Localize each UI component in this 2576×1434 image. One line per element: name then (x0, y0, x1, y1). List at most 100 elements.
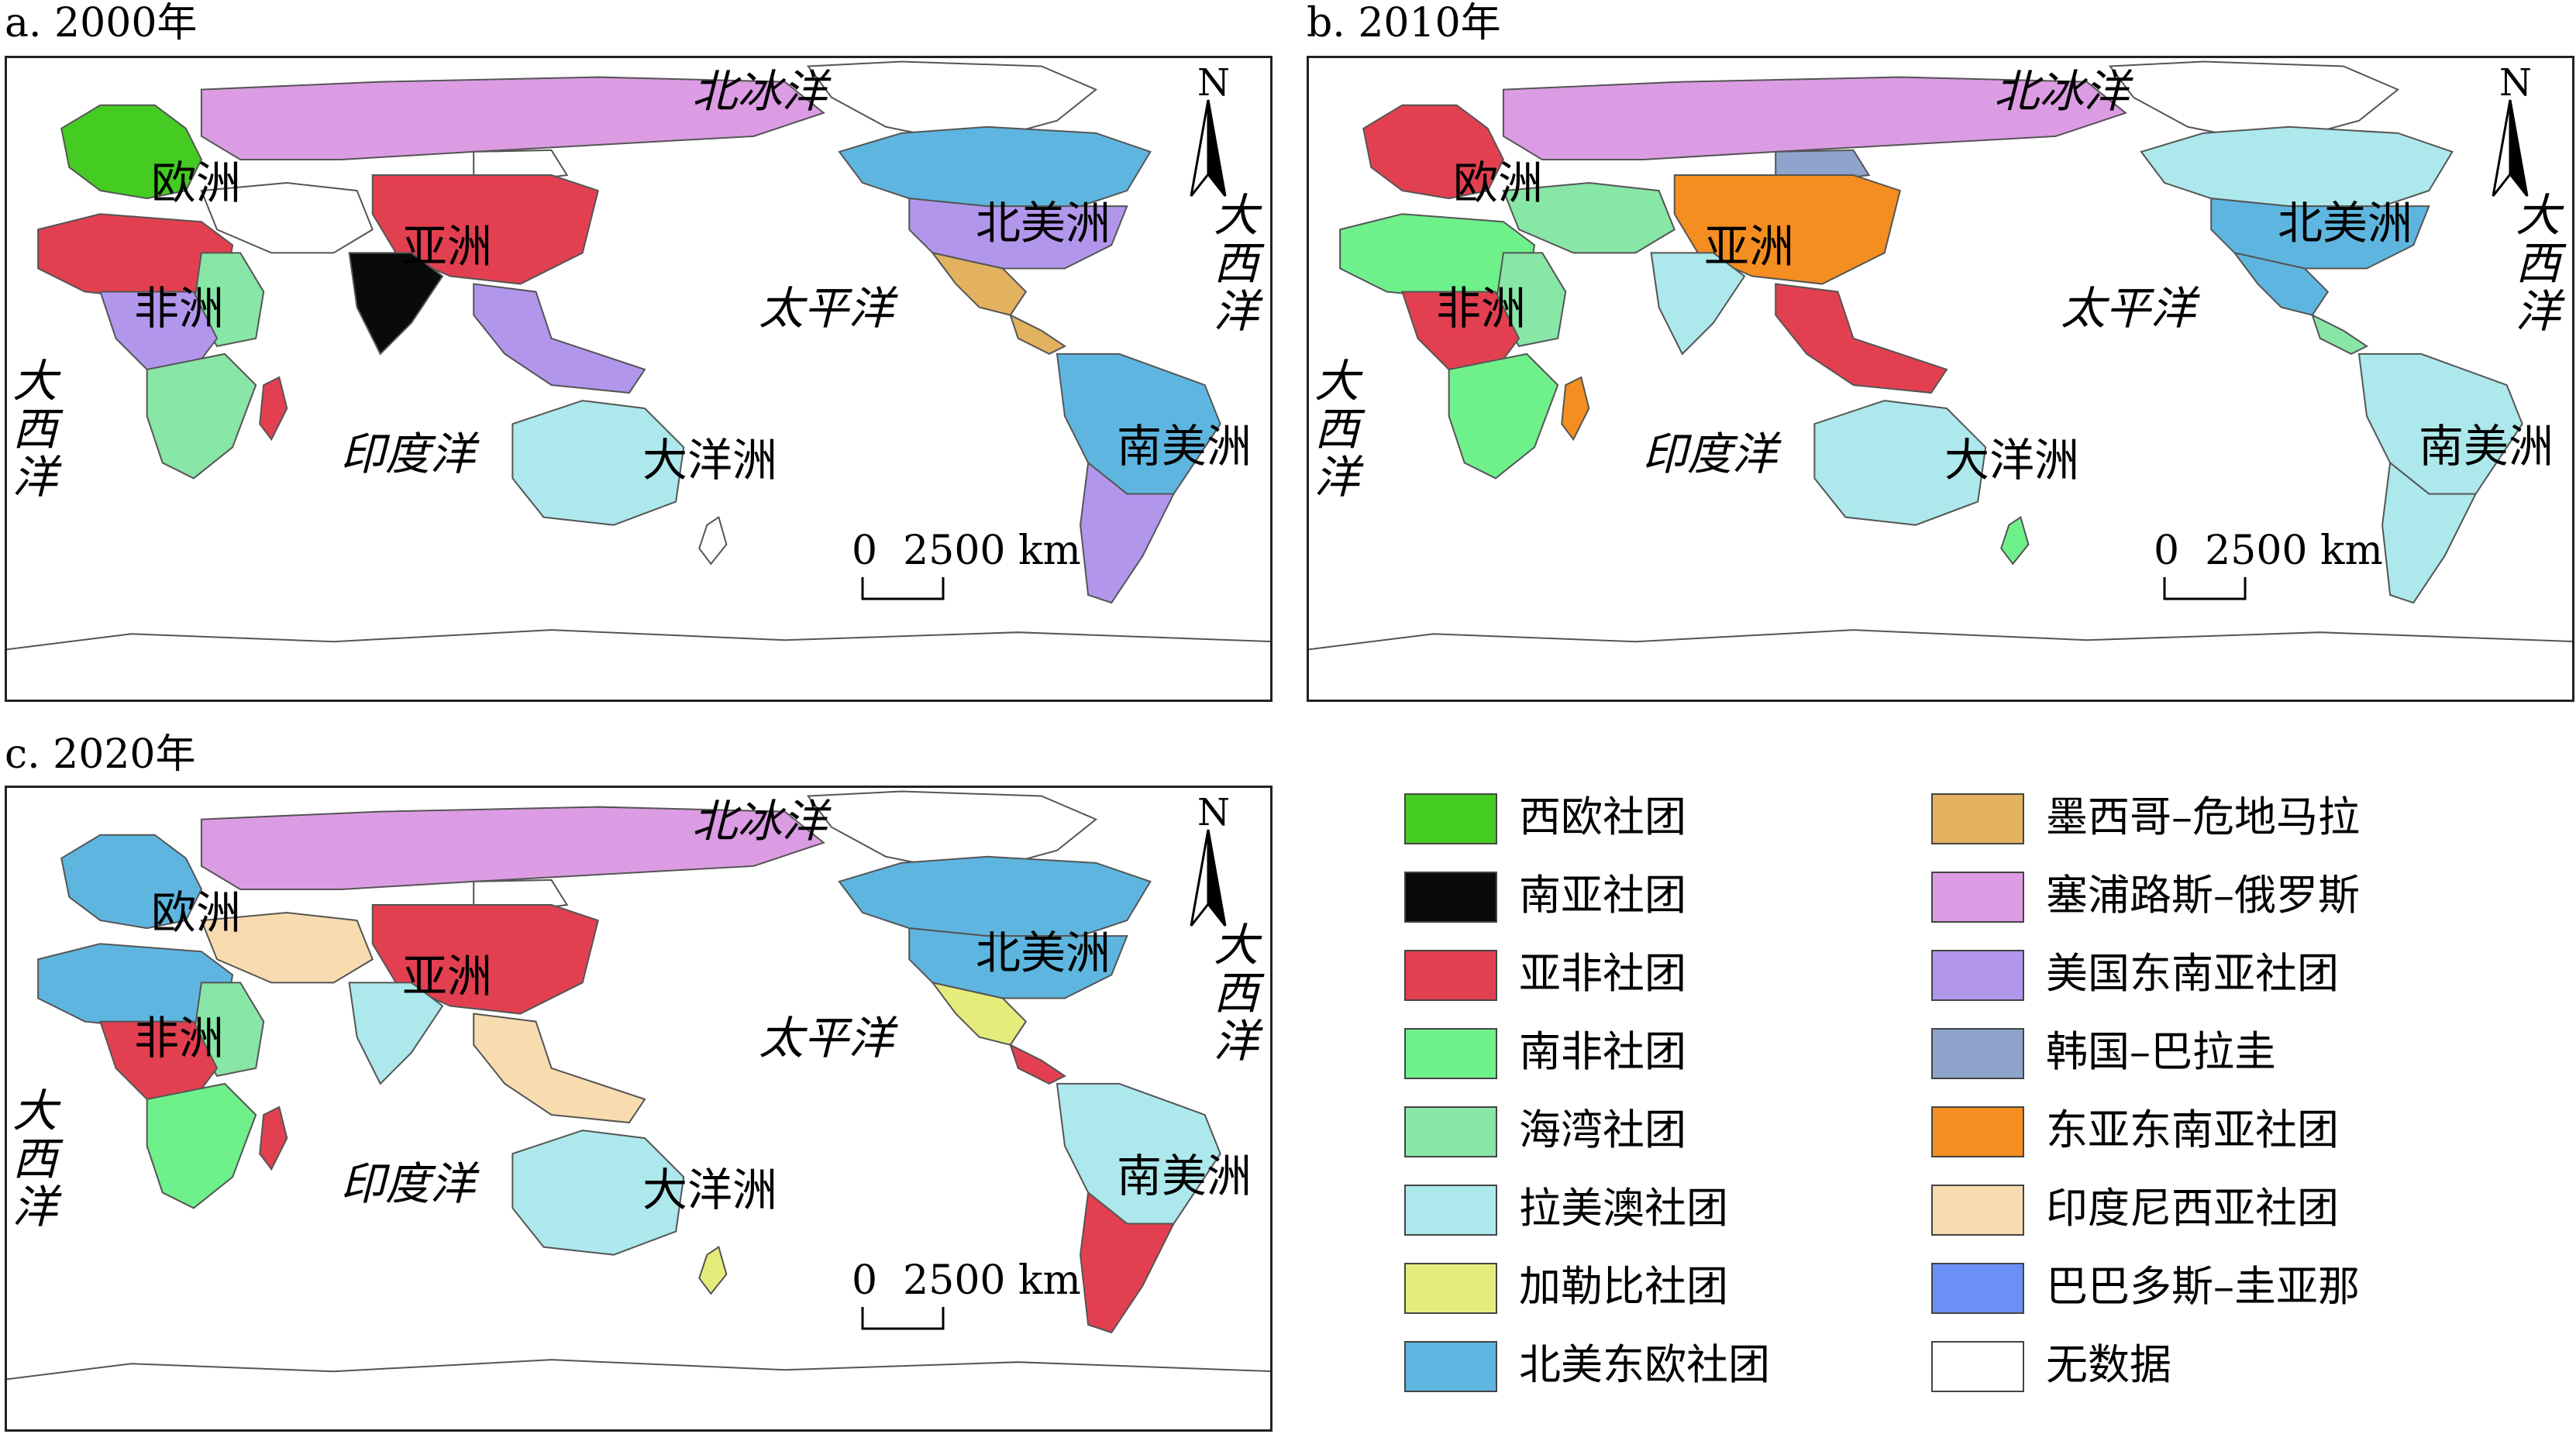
africa-label: 非洲 (1436, 282, 1527, 335)
region-europe (1362, 104, 1505, 200)
legend-label: 拉美澳社团 (1519, 1184, 1728, 1233)
oceania-label: 大洋洲 (642, 1164, 778, 1216)
legend-swatch (1404, 1341, 1497, 1392)
map-panel-2020: 北冰洋 欧洲 亚洲 非洲 北美洲 太平洋 印度洋 大洋洲 南美洲 大西洋 大西洋… (5, 786, 1273, 1432)
legend-swatch (1404, 1263, 1497, 1314)
region-greenland (806, 790, 1098, 875)
scale-value: 2500 km (903, 1257, 1081, 1304)
europe-label: 欧洲 (1453, 156, 1544, 209)
region-se-asia (473, 283, 646, 394)
region-greenland (806, 60, 1098, 145)
legend: 西欧社团 南亚社团 亚非社团 南非社团 海湾社团 拉美澳社团 加勒比社团 北美东欧社团 墨西哥–… (1404, 789, 2551, 1424)
legend-swatch (1404, 1028, 1497, 1079)
region-india (348, 252, 444, 356)
region-north-america (2140, 126, 2454, 208)
africa-label: 非洲 (134, 1012, 225, 1064)
region-south-cone (1080, 1191, 1176, 1334)
legend-swatch (1931, 1185, 2024, 1236)
region-middle-east (200, 912, 374, 984)
asia-label: 亚洲 (402, 220, 493, 273)
legend-swatch (1404, 1106, 1497, 1157)
region-south-africa (146, 1082, 257, 1209)
legend-item: 巴巴多斯–圭亚那 (1931, 1258, 2443, 1315)
region-usa (908, 927, 1128, 999)
oceania-label: 大洋洲 (1944, 434, 2080, 487)
indian-ocean-label: 印度洋 (1642, 428, 1778, 480)
legend-label: 南亚社团 (1519, 871, 1686, 920)
south-america-label: 南美洲 (1117, 1150, 1252, 1202)
north-arrow-icon: N (2488, 61, 2532, 198)
legend-swatch (1404, 872, 1497, 923)
legend-swatch (1931, 872, 2024, 923)
indian-ocean-label: 印度洋 (340, 1157, 476, 1210)
legend-item: 海湾社团 (1404, 1102, 1916, 1159)
legend-label: 塞浦路斯–俄罗斯 (2046, 871, 2360, 920)
region-new-zealand (698, 516, 728, 566)
region-china (371, 904, 599, 1015)
region-north-america (838, 855, 1152, 937)
scale-bar: 0 2500 km (852, 528, 1081, 600)
legend-label: 北美东欧社团 (1519, 1340, 1770, 1389)
legend-swatch (1404, 793, 1497, 844)
scale-bar: 0 2500 km (852, 1257, 1081, 1330)
africa-label: 非洲 (134, 282, 225, 335)
legend-item: 西欧社团 (1404, 789, 1916, 846)
scale-bar: 0 2500 km (2154, 528, 2383, 600)
north-arrow-icon: N (1186, 791, 1230, 927)
legend-swatch (1931, 793, 2024, 844)
region-russia (1502, 76, 2127, 160)
atlantic-ocean-right-label: 大西洋 (2515, 189, 2561, 338)
region-central-america (2311, 313, 2369, 355)
legend-item: 亚非社团 (1404, 945, 1916, 1002)
legend-label: 韩国–巴拉圭 (2046, 1027, 2276, 1076)
scale-value: 2500 km (903, 528, 1081, 574)
region-europe (60, 104, 203, 200)
north-america-label: 北美洲 (2278, 197, 2413, 249)
legend-item: 东亚东南亚社团 (1931, 1102, 2443, 1159)
europe-label: 欧洲 (151, 886, 242, 939)
atlantic-ocean-left-label: 大西洋 (1314, 355, 1359, 504)
panel-title-a: a. 2000年 (5, 0, 198, 46)
panel-title-b: b. 2010年 (1307, 0, 1501, 46)
legend-swatch (1931, 1341, 2024, 1392)
panel-title-c: c. 2020年 (5, 731, 196, 778)
world-map-2000 (7, 60, 1270, 651)
atlantic-ocean-right-label: 大西洋 (1213, 919, 1259, 1068)
region-australia (511, 1130, 685, 1256)
legend-item: 塞浦路斯–俄罗斯 (1931, 867, 2443, 924)
region-central-america (1009, 313, 1067, 355)
legend-swatch (1404, 950, 1497, 1001)
north-america-label: 北美洲 (976, 927, 1111, 979)
region-north-america (838, 126, 1152, 208)
legend-label: 西欧社团 (1519, 793, 1686, 841)
region-middle-east (200, 182, 374, 254)
legend-label: 印度尼西亚社团 (2046, 1184, 2339, 1233)
region-china (371, 174, 599, 285)
region-australia (511, 400, 685, 526)
region-south-africa (146, 352, 257, 480)
north-america-label: 北美洲 (976, 197, 1111, 249)
region-madagascar (259, 1106, 288, 1171)
antarctica-coastline (1309, 629, 2572, 651)
region-greenland (2108, 60, 2400, 145)
legend-label: 巴巴多斯–圭亚那 (2046, 1262, 2360, 1311)
pacific-ocean-label: 太平洋 (759, 282, 894, 335)
region-south-cone (2381, 461, 2478, 604)
region-new-zealand (2000, 516, 2030, 566)
legend-swatch (1931, 950, 2024, 1001)
region-south-africa (1448, 352, 1559, 480)
legend-label: 加勒比社团 (1519, 1262, 1728, 1311)
atlantic-ocean-left-label: 大西洋 (12, 355, 57, 504)
legend-swatch (1931, 1106, 2024, 1157)
region-usa (908, 198, 1128, 270)
map-panel-2000: 北冰洋 欧洲 亚洲 非洲 北美洲 太平洋 印度洋 大洋洲 南美洲 大西洋 大西洋… (5, 56, 1273, 702)
scale-value: 2500 km (2205, 528, 2383, 574)
legend-item: 拉美澳社团 (1404, 1180, 1916, 1237)
indian-ocean-label: 印度洋 (340, 428, 476, 480)
region-new-zealand (698, 1246, 728, 1295)
legend-item: 加勒比社团 (1404, 1258, 1916, 1315)
oceania-label: 大洋洲 (642, 434, 778, 487)
scale-zero: 0 (852, 528, 878, 574)
legend-item: 墨西哥–危地马拉 (1931, 789, 2443, 846)
region-south-cone (1080, 461, 1176, 604)
